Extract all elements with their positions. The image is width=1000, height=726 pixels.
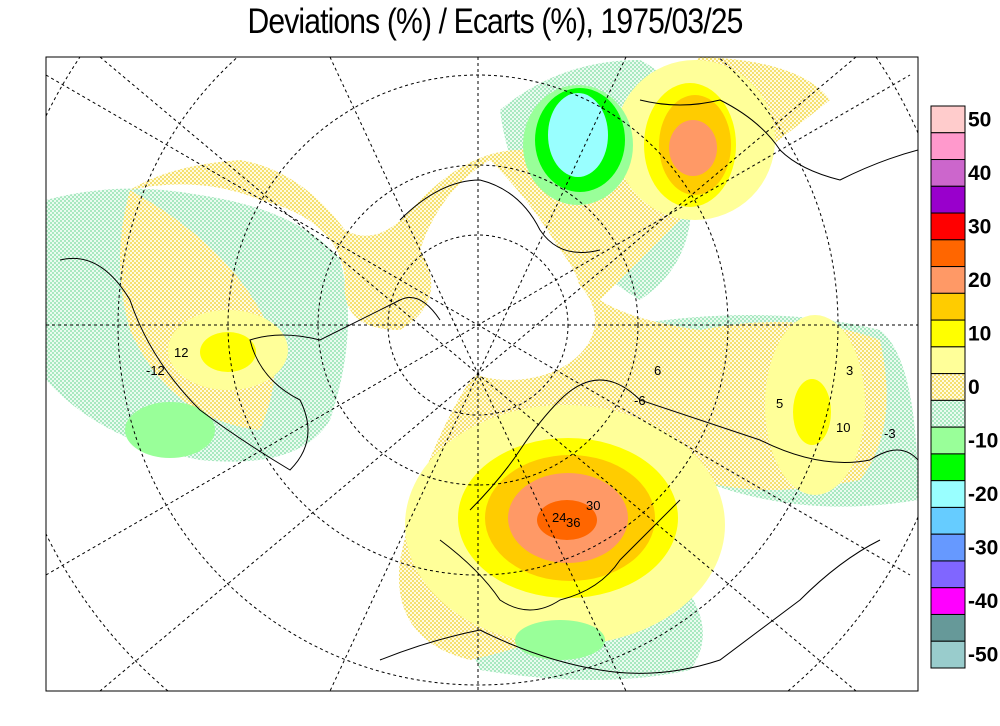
colorbar: 50 40 30 20 10 0 -10 -20 -30 -40 -50 (930, 105, 998, 669)
region-neg-5-10 (515, 620, 605, 660)
contour-label: -3 (884, 426, 896, 441)
colorbar-bin (930, 212, 966, 241)
contour-label: 3 (846, 363, 853, 378)
contour-labels: 24 36 30 12 -12 5 10 3 -3 6 -6 (146, 345, 896, 530)
colorbar-label: -30 (968, 537, 998, 560)
colorbar-label: -10 (968, 430, 998, 453)
colorbar-bin (930, 426, 966, 455)
colorbar-bin (930, 346, 966, 375)
colorbar-bin (930, 453, 966, 482)
colorbar-label: -20 (968, 483, 998, 506)
map-frame (45, 56, 919, 692)
map-title: Deviations (%) / Ecarts (%), 1975/03/25 (247, 2, 743, 41)
colorbar-bin (930, 506, 966, 535)
colorbar-bin (930, 587, 966, 615)
contour-label: -12 (146, 363, 165, 378)
region-neg-5-10 (125, 402, 215, 458)
colorbar-bin (930, 105, 966, 134)
colorbar-bin (930, 319, 966, 348)
no-data-area (425, 260, 595, 380)
contour-label: 10 (836, 420, 850, 435)
colorbar-bin (930, 373, 966, 401)
graticule (46, 57, 918, 691)
colorbar-bin (930, 640, 966, 669)
contour-label: 36 (566, 515, 580, 530)
coastlines (59, 99, 918, 674)
colorbar-label: -40 (968, 590, 998, 613)
colorbar-bin (930, 239, 966, 268)
contour-label: 30 (586, 498, 600, 513)
colorbar-label: 0 (968, 376, 980, 399)
colorbar-bin (930, 613, 966, 642)
region-pos-10-15 (200, 332, 256, 372)
contour-label: 5 (776, 396, 783, 411)
colorbar-bin (930, 560, 966, 589)
colorbar-label: 10 (968, 322, 991, 345)
contour-label: -6 (634, 393, 646, 408)
region-pos-10-15 (793, 379, 831, 445)
colorbar-label: 50 (968, 108, 991, 131)
region-pos-20-25 (669, 120, 717, 176)
colorbar-label: -50 (968, 644, 998, 667)
map-field (46, 57, 918, 680)
colorbar-label: 30 (968, 215, 991, 238)
colorbar-bin (930, 292, 966, 321)
colorbar-bin (930, 266, 966, 294)
colorbar-label: 40 (968, 162, 991, 185)
region-neg-15-20 (548, 93, 608, 177)
contour-label: 6 (654, 363, 661, 378)
colorbar-label: 20 (968, 269, 991, 292)
colorbar-bin (930, 399, 966, 428)
colorbar-bin (930, 132, 966, 161)
colorbar-bin (930, 185, 966, 214)
colorbar-bin (930, 159, 966, 187)
colorbar-bin (930, 480, 966, 508)
contour-label: 24 (552, 510, 566, 525)
colorbar-bin (930, 533, 966, 562)
contour-label: 12 (174, 345, 188, 360)
region-pos-25-30 (537, 500, 597, 540)
